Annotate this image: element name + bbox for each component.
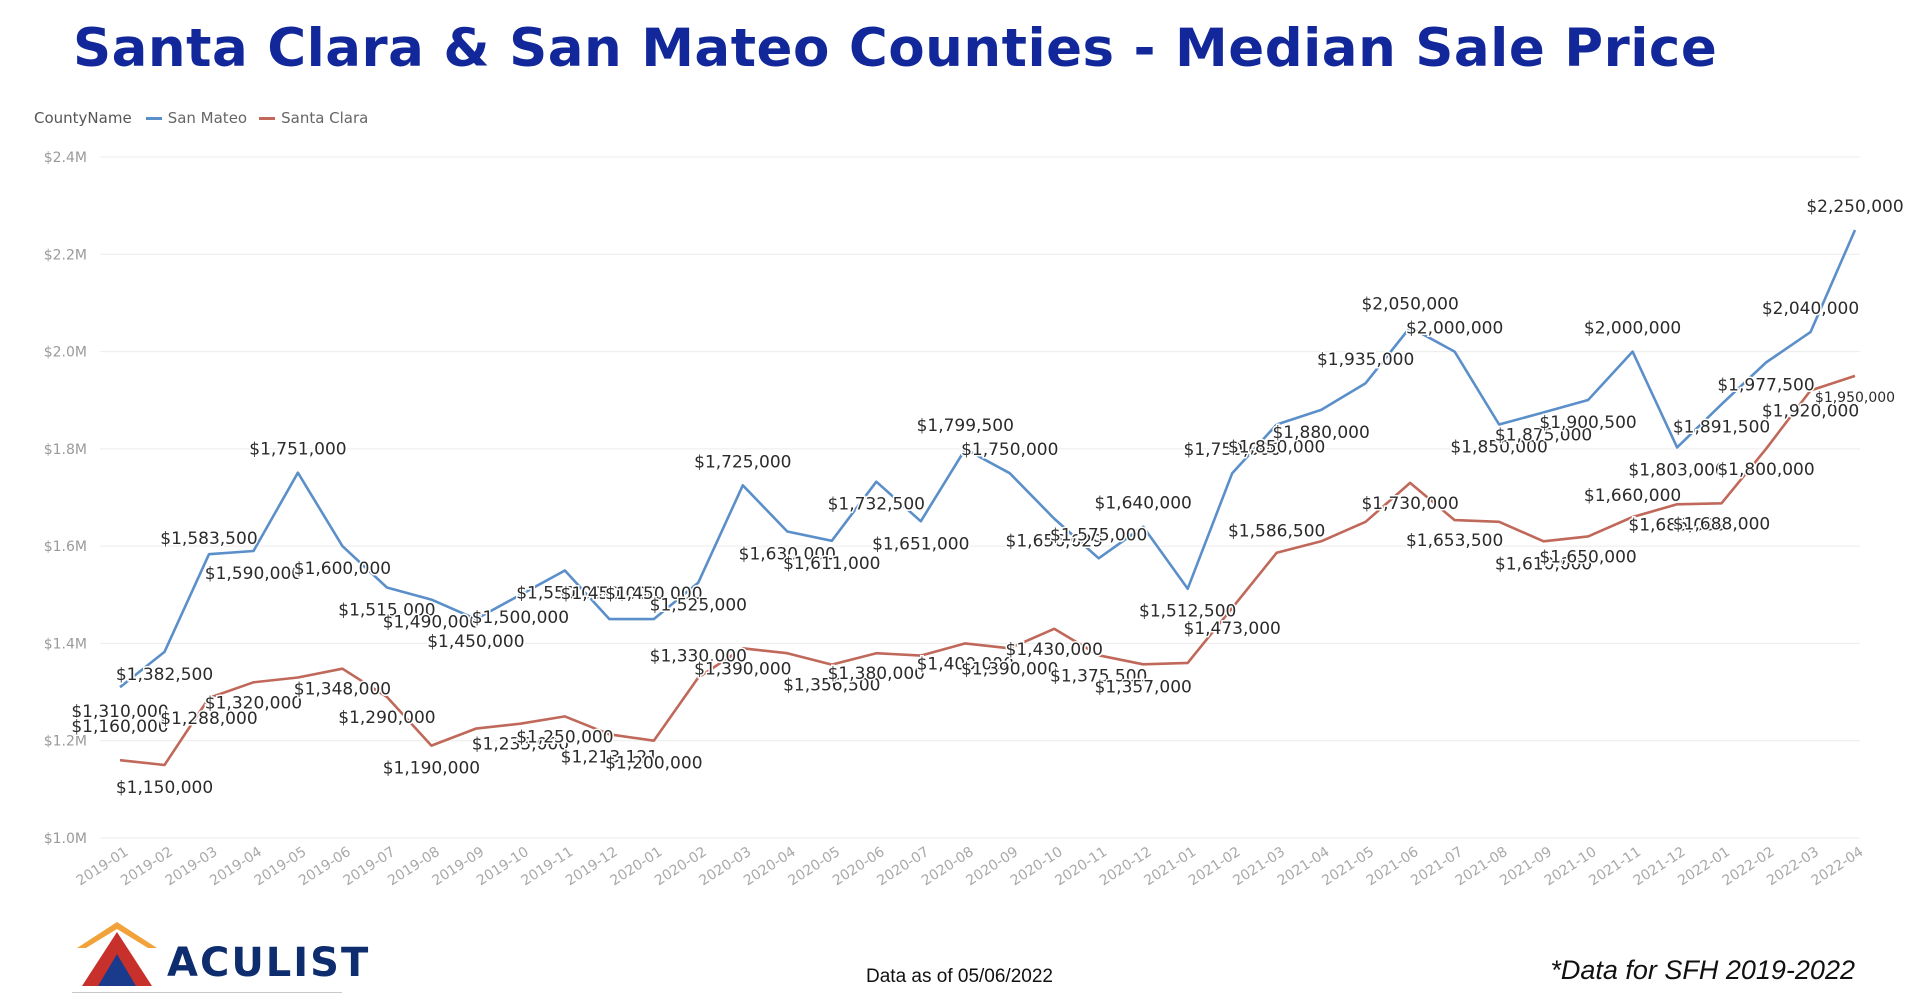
data-label: $1,290,000	[338, 708, 435, 728]
y-tick-label: $2.4M	[44, 150, 87, 166]
data-label: $1,490,000	[383, 613, 480, 633]
data-label: $1,725,000	[694, 452, 791, 472]
data-label: $1,891,500	[1673, 417, 1770, 437]
y-tick-label: $1.8M	[44, 442, 87, 458]
y-tick-label: $2.0M	[44, 345, 87, 361]
data-label: $1,390,000	[694, 659, 791, 679]
data-label: $1,288,000	[160, 709, 257, 729]
data-label: $1,390,000	[961, 659, 1058, 679]
data-label: $1,750,000	[1184, 440, 1281, 460]
data-label: $1,610,000	[1495, 554, 1592, 574]
data-label: $1,653,500	[1406, 531, 1503, 551]
y-tick-label: $1.0M	[44, 831, 87, 847]
data-label: $2,040,000	[1762, 299, 1859, 319]
data-label: $1,686,000	[1628, 515, 1725, 535]
data-label: $1,732,500	[828, 495, 925, 515]
data-label: $1,550,000	[516, 583, 613, 603]
data-label: $1,920,000	[1762, 401, 1859, 421]
data-label: $2,050,000	[1361, 294, 1458, 314]
data-label: $1,357,000	[1095, 677, 1192, 697]
data-label: $1,850,000	[1450, 438, 1547, 458]
y-tick-label: $1.6M	[44, 539, 87, 555]
data-label: $1,356,500	[783, 676, 880, 696]
legend-swatch-san-mateo	[145, 116, 162, 120]
data-label: $1,160,000	[71, 717, 168, 737]
data-label: $1,330,000	[650, 646, 747, 666]
data-label: $1,583,500	[160, 529, 257, 549]
data-label: $1,600,000	[294, 559, 391, 579]
data-label: $1,800,000	[1717, 460, 1814, 480]
data-label: $1,200,000	[605, 754, 702, 774]
data-label: $1,250,000	[516, 727, 613, 747]
data-label: $2,000,000	[1406, 319, 1503, 339]
data-label: $1,850,000	[1228, 438, 1325, 458]
legend-label-san-mateo: San Mateo	[167, 109, 248, 127]
data-label: $1,320,000	[205, 693, 302, 713]
legend-label-santa-clara: Santa Clara	[281, 109, 369, 127]
data-label: $1,213,121	[561, 747, 658, 767]
aculist-logo: ACULIST	[72, 920, 368, 1004]
data-label: $1,515,000	[338, 600, 435, 620]
chart-legend: CountyName San Mateo Santa Clara	[34, 107, 380, 129]
data-label: $1,430,000	[1006, 640, 1103, 660]
data-label: $1,380,000	[828, 664, 925, 684]
data-label: $1,500,000	[472, 608, 569, 628]
legend-title: CountyName	[34, 109, 132, 127]
data-label: $1,875,000	[1495, 425, 1592, 445]
data-label: $1,656,629	[1006, 532, 1103, 552]
data-label: $1,640,000	[1095, 494, 1192, 514]
series-line-san-mateo	[119, 229, 1857, 689]
page-title: Santa Clara & San Mateo Counties - Media…	[73, 18, 1718, 79]
data-label: $1,730,000	[1361, 494, 1458, 514]
data-label: $1,751,000	[249, 440, 346, 460]
data-label: $1,348,000	[294, 680, 391, 700]
data-label: $1,310,000	[71, 702, 168, 722]
data-label: $1,900,500	[1539, 413, 1636, 433]
data-label: $1,590,000	[205, 564, 302, 584]
data-label: $1,190,000	[383, 759, 480, 779]
data-label: $1,977,500	[1717, 376, 1814, 396]
data-label: $1,799,500	[917, 416, 1014, 436]
data-label: $1,651,000	[872, 534, 969, 554]
y-tick-label: $1.4M	[44, 636, 87, 652]
data-label: $1,450,000	[605, 584, 702, 604]
data-label: $1,935,000	[1317, 350, 1414, 370]
data-label: $2,250,000	[1806, 197, 1903, 217]
data-label: $1,400,000	[917, 654, 1014, 674]
data-label: $1,650,000	[1539, 547, 1636, 567]
sfh-note: *Data for SFH 2019-2022	[1550, 955, 1855, 985]
legend-item-santa-clara[interactable]: Santa Clara	[259, 109, 368, 127]
logo-divider	[72, 992, 342, 993]
data-label: $1,235,000	[472, 735, 569, 755]
data-label: $1,688,000	[1673, 514, 1770, 534]
data-label: $1,611,000	[783, 554, 880, 574]
data-label: $1,803,000	[1628, 460, 1725, 480]
data-label: $1,512,500	[1139, 602, 1236, 622]
data-label: $1,150,000	[116, 778, 213, 798]
y-tick-label: $1.2M	[44, 734, 87, 750]
data-label: $1,750,000	[961, 440, 1058, 460]
aculist-logo-mark	[77, 922, 157, 986]
data-label: $1,586,500	[1228, 522, 1325, 542]
data-label: $1,375,500	[1050, 666, 1147, 686]
data-label: $1,660,000	[1584, 486, 1681, 506]
data-label: $1,382,500	[116, 665, 213, 685]
data-label: $1,450,000	[427, 632, 524, 652]
data-label: $2,000,000	[1584, 319, 1681, 339]
data-label: $1,880,000	[1272, 423, 1369, 443]
data-label: $1,630,000	[739, 545, 836, 565]
data-label: $1,450,000	[561, 584, 658, 604]
y-tick-label: $2.2M	[44, 247, 87, 263]
legend-swatch-santa-clara	[259, 116, 276, 120]
data-label: $1,950,000	[1815, 390, 1895, 406]
logo-text: ACULIST	[167, 940, 371, 986]
data-label: $1,473,000	[1184, 619, 1281, 639]
series-line-santa-clara	[119, 374, 1856, 767]
legend-item-san-mateo[interactable]: San Mateo	[145, 109, 248, 127]
data-label: $1,525,000	[650, 596, 747, 616]
data-label: $1,575,000	[1050, 525, 1147, 545]
data-date-note: Data as of 05/06/2022	[866, 966, 1053, 987]
